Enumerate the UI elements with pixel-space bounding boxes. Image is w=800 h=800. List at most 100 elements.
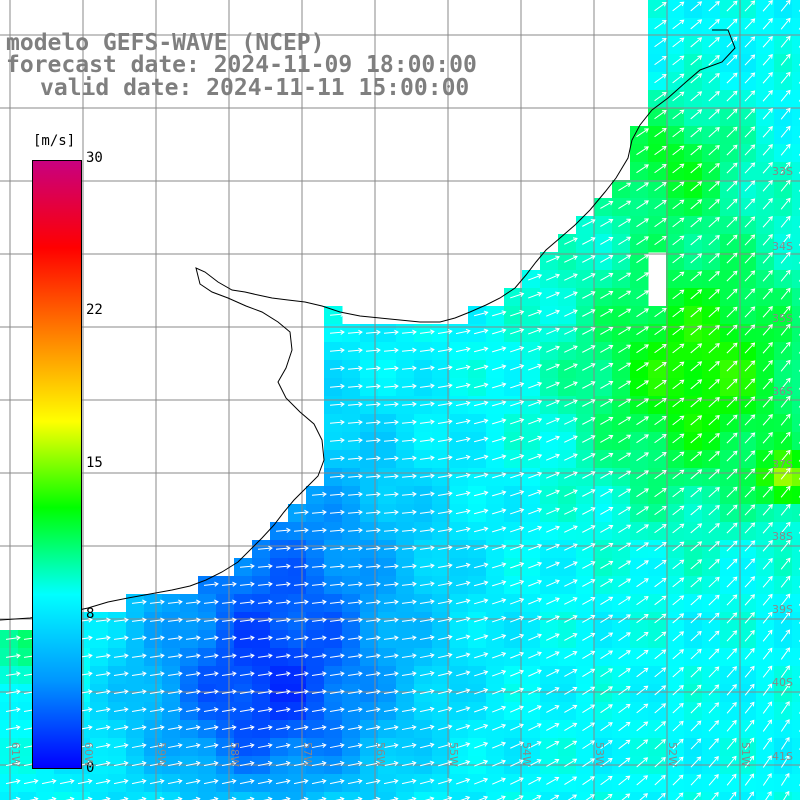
wind-arrowhead <box>393 689 399 695</box>
wind-arrow <box>365 637 380 640</box>
wind-arrowhead <box>321 707 327 713</box>
wind-arrowhead <box>376 473 381 479</box>
wind-arrowhead <box>339 689 345 695</box>
wind-arrowhead <box>715 342 720 348</box>
wind-arrow <box>59 780 74 785</box>
wind-arrowhead <box>572 381 578 386</box>
wind-arrow <box>401 385 416 388</box>
wind-arrowhead <box>697 235 703 240</box>
wind-arrow <box>437 707 452 713</box>
wind-arrow <box>347 331 363 334</box>
wind-arrowhead <box>644 218 649 223</box>
wind-arrowhead <box>715 108 720 114</box>
wind-arrowhead <box>590 273 596 278</box>
wind-arrow <box>708 487 720 498</box>
wind-arrowhead <box>785 754 790 760</box>
wind-arrowhead <box>572 399 578 404</box>
wind-arrow <box>546 454 560 461</box>
wind-arrow <box>437 474 452 479</box>
wind-arrowhead <box>750 108 756 114</box>
wind-arrowhead <box>679 415 685 421</box>
wind-arrow <box>564 579 578 587</box>
wind-arrow <box>473 365 488 371</box>
wind-arrowhead <box>679 145 685 151</box>
wind-arrow <box>528 328 542 335</box>
wind-arrowhead <box>213 742 219 749</box>
wind-arrowhead <box>785 683 790 688</box>
wind-arrow <box>708 325 720 336</box>
wind-arrowhead <box>750 0 756 6</box>
wind-arrow <box>203 708 218 713</box>
wind-arrow <box>618 614 631 624</box>
wind-arrow <box>95 637 110 640</box>
wind-arrowhead <box>536 777 542 782</box>
wind-arrow <box>744 720 755 732</box>
wind-arrow <box>726 720 737 732</box>
wind-arrowhead <box>768 378 773 383</box>
wind-arrowhead <box>412 491 417 497</box>
wind-arrow <box>528 382 542 389</box>
wind-arrow <box>383 654 398 658</box>
wind-arrow <box>203 637 218 640</box>
wind-arrowhead <box>519 723 524 729</box>
wind-arrow <box>185 780 200 785</box>
wind-arrowhead <box>608 632 614 637</box>
wind-arrow <box>636 739 648 750</box>
wind-arrow <box>401 672 416 676</box>
wind-arrow <box>744 504 755 516</box>
wind-arrowhead <box>447 706 453 712</box>
wind-arrow <box>317 798 326 800</box>
wind-arrowhead <box>376 401 381 407</box>
wind-arrowhead <box>572 471 578 476</box>
wind-arrow <box>780 198 791 210</box>
wind-arrow <box>473 509 488 515</box>
wind-arrow <box>329 457 345 460</box>
wind-arrow <box>401 529 416 532</box>
wind-arrowhead <box>465 400 471 406</box>
wind-arrowhead <box>106 671 111 677</box>
wind-arrowhead <box>358 455 363 461</box>
wind-arrowhead <box>519 346 525 351</box>
wind-arrow <box>672 721 684 732</box>
wind-arrowhead <box>750 540 756 546</box>
wind-arrow <box>582 758 595 768</box>
wind-arrow <box>762 198 773 210</box>
wind-arrowhead <box>679 631 685 636</box>
wind-arrowhead <box>661 74 667 79</box>
wind-arrow <box>347 403 363 406</box>
wind-arrowhead <box>644 128 649 133</box>
wind-arrow <box>473 311 488 317</box>
wind-arrow <box>618 488 631 497</box>
wind-arrowhead <box>231 778 237 784</box>
wind-cell <box>108 792 127 800</box>
wind-arrowhead <box>661 703 667 708</box>
wind-arrow <box>546 382 560 389</box>
wind-arrow <box>257 780 272 785</box>
wind-arrow <box>708 235 720 246</box>
wind-arrowhead <box>785 737 790 742</box>
wind-arrow <box>672 37 684 48</box>
wind-arrowhead <box>732 468 738 474</box>
wind-cell <box>648 792 667 800</box>
wind-arrowhead <box>644 146 649 151</box>
wind-arrow <box>455 599 470 605</box>
wind-arrow <box>636 524 649 534</box>
wind-arrow <box>419 331 434 334</box>
wind-arrowhead <box>785 467 791 473</box>
wind-arrow <box>708 702 719 714</box>
wind-arrowhead <box>358 365 363 371</box>
wind-arrow <box>528 436 542 443</box>
wind-arrow <box>185 726 200 731</box>
wind-arrowhead <box>554 687 560 692</box>
wind-arrowhead <box>555 399 560 405</box>
wind-arrow <box>744 594 755 606</box>
wind-arrowhead <box>626 200 632 206</box>
wind-arrow <box>474 778 488 785</box>
wind-arrowhead <box>697 1 703 6</box>
wind-arrowhead <box>501 508 507 514</box>
wind-arrow <box>365 529 381 532</box>
wind-arrow <box>690 379 702 390</box>
wind-arrowhead <box>661 774 666 780</box>
wind-arrow <box>744 162 755 174</box>
wind-arrowhead <box>375 707 381 713</box>
